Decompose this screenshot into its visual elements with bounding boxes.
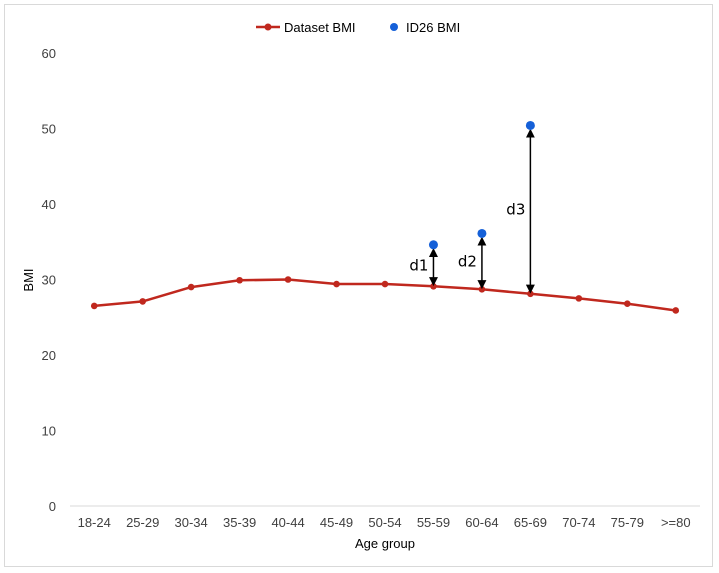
legend-line-marker (264, 23, 272, 31)
dataset-bmi-point (90, 302, 98, 310)
y-tick-label: 50 (42, 122, 56, 137)
x-tick-label: >=80 (661, 515, 691, 530)
y-tick-label: 10 (42, 424, 56, 439)
dataset-bmi-point (624, 300, 631, 307)
dataset-bmi-point (236, 276, 243, 284)
x-tick-label: 55-59 (417, 515, 450, 530)
x-tick-label: 60-64 (465, 515, 498, 530)
x-tick-label: 50-54 (368, 515, 401, 530)
difference-label: d1 (409, 257, 428, 275)
y-axis-title: BMI (21, 268, 36, 291)
difference-label: d2 (458, 252, 477, 270)
difference-label: d3 (506, 201, 525, 219)
id26-bmi-point (477, 228, 487, 238)
x-tick-label: 30-34 (175, 515, 208, 530)
y-tick-label: 40 (42, 197, 56, 212)
x-tick-label: 65-69 (514, 515, 547, 530)
x-tick-label: 35-39 (223, 515, 256, 530)
series-dataset-bmi (90, 276, 680, 314)
legend-label-id26-bmi: ID26 BMI (406, 20, 460, 35)
legend-label-dataset-bmi: Dataset BMI (284, 20, 356, 35)
legend-dot-marker (390, 23, 398, 31)
y-tick-labels: 0 10 20 30 40 50 60 (42, 46, 56, 514)
legend: Dataset BMI ID26 BMI (256, 20, 460, 35)
x-tick-label: 18-24 (78, 515, 111, 530)
y-tick-label: 0 (49, 499, 56, 514)
dataset-bmi-point (139, 298, 146, 305)
x-tick-label: 70-74 (562, 515, 595, 530)
x-tick-label: 25-29 (126, 515, 159, 530)
dataset-bmi-point (284, 276, 292, 283)
dataset-bmi-point (575, 295, 583, 302)
dataset-bmi-point (672, 307, 680, 314)
dataset-bmi-point (381, 280, 389, 288)
y-tick-label: 30 (42, 273, 56, 288)
x-tick-label: 45-49 (320, 515, 353, 530)
dataset-bmi-point (187, 283, 195, 291)
chart-frame (4, 4, 713, 567)
id26-bmi-point (428, 240, 438, 250)
id26-bmi-point (525, 120, 535, 130)
x-tick-label: 75-79 (611, 515, 644, 530)
y-tick-label: 60 (42, 46, 56, 61)
dataset-bmi-point (333, 280, 340, 288)
x-tick-labels: 18-24 25-29 30-34 35-39 40-44 45-49 50-54 55-59… (78, 515, 691, 530)
x-axis-title: Age group (355, 536, 415, 551)
y-tick-label: 20 (42, 348, 56, 363)
x-tick-label: 40-44 (271, 515, 304, 530)
difference-annotations: d1 d2 d3 (409, 128, 535, 294)
series-id26-bmi (428, 120, 535, 250)
